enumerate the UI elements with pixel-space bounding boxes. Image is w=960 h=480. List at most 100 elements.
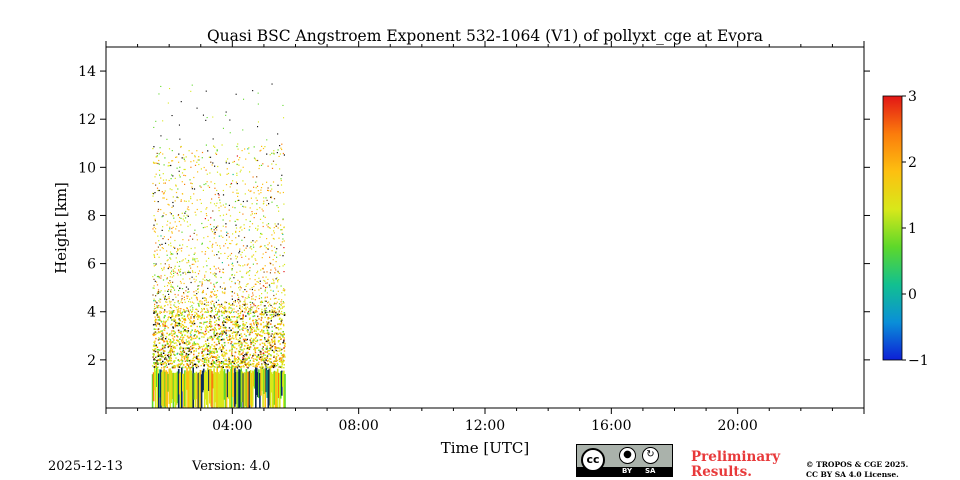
data-point <box>193 258 195 260</box>
data-point <box>266 238 268 240</box>
data-point <box>243 307 245 309</box>
data-point <box>249 301 251 303</box>
data-point <box>280 361 283 363</box>
data-point <box>271 341 274 344</box>
data-point <box>266 199 268 201</box>
data-point <box>156 361 158 364</box>
data-point <box>194 271 196 274</box>
data-point <box>153 333 155 335</box>
data-point <box>228 367 231 369</box>
data-point <box>194 329 196 331</box>
data-point <box>158 315 160 318</box>
data-point <box>215 268 217 270</box>
data-point <box>157 319 159 321</box>
data-point <box>240 360 243 362</box>
data-point <box>259 366 261 368</box>
data-point <box>188 348 190 350</box>
data-point <box>218 327 220 330</box>
data-point <box>191 301 193 303</box>
data-point <box>222 361 225 363</box>
data-streak <box>236 369 238 408</box>
data-point <box>166 341 168 344</box>
data-point <box>201 348 204 350</box>
data-point <box>270 190 272 192</box>
data-point <box>213 331 215 334</box>
data-point <box>275 359 277 361</box>
data-point <box>224 326 226 329</box>
data-point <box>258 318 260 320</box>
data-point <box>212 300 214 302</box>
data-point <box>237 364 239 366</box>
data-point <box>156 152 158 154</box>
data-point <box>169 228 171 230</box>
data-point <box>277 227 279 229</box>
data-point <box>251 307 253 309</box>
data-point <box>244 363 246 365</box>
data-point <box>168 264 170 266</box>
data-point <box>160 177 162 179</box>
data-point <box>236 189 238 191</box>
data-point <box>271 163 273 165</box>
data-point <box>189 349 191 351</box>
data-point <box>171 206 173 208</box>
data-streak <box>153 367 156 391</box>
data-point <box>158 240 160 242</box>
data-point <box>195 279 197 281</box>
data-point <box>258 308 260 310</box>
data-point <box>279 192 281 194</box>
data-point <box>233 355 236 357</box>
data-point <box>180 282 182 284</box>
data-point <box>280 359 282 361</box>
data-point <box>198 358 200 360</box>
data-point <box>158 182 160 184</box>
data-point <box>235 255 237 257</box>
data-point <box>223 338 225 341</box>
data-point <box>264 332 266 335</box>
data-point <box>201 316 203 319</box>
data-point <box>226 239 228 241</box>
data-point <box>234 363 236 366</box>
data-point <box>249 207 251 209</box>
data-point <box>193 291 195 293</box>
data-point <box>232 304 234 306</box>
data-point <box>192 307 194 309</box>
data-point <box>222 321 224 323</box>
data-point <box>163 164 165 166</box>
data-point <box>163 325 165 327</box>
data-point <box>212 351 214 353</box>
data-point <box>201 281 203 283</box>
data-point <box>259 207 261 209</box>
data-point <box>231 355 234 357</box>
data-point <box>152 161 155 163</box>
data-point <box>198 345 200 347</box>
data-point <box>278 279 280 281</box>
data-point <box>189 360 192 362</box>
data-point <box>186 246 188 248</box>
data-point <box>166 343 169 345</box>
data-point <box>176 344 178 347</box>
data-point <box>186 329 188 332</box>
data-point <box>187 259 190 262</box>
data-point <box>170 343 172 345</box>
data-point <box>283 339 285 341</box>
data-point <box>215 273 217 275</box>
data-point <box>190 311 193 313</box>
data-point <box>260 313 262 315</box>
data-point <box>257 315 259 318</box>
data-point <box>167 220 169 222</box>
data-point <box>267 165 269 167</box>
data-point <box>252 354 254 357</box>
data-point <box>157 339 160 341</box>
data-point <box>260 304 262 306</box>
data-streak <box>203 372 206 408</box>
data-point <box>273 280 275 282</box>
data-point <box>278 347 281 349</box>
data-point <box>198 315 200 317</box>
data-point <box>269 314 271 316</box>
data-point <box>188 311 190 313</box>
data-point <box>202 291 204 293</box>
data-streak <box>253 369 256 389</box>
data-point <box>248 348 251 350</box>
data-point <box>182 336 184 339</box>
